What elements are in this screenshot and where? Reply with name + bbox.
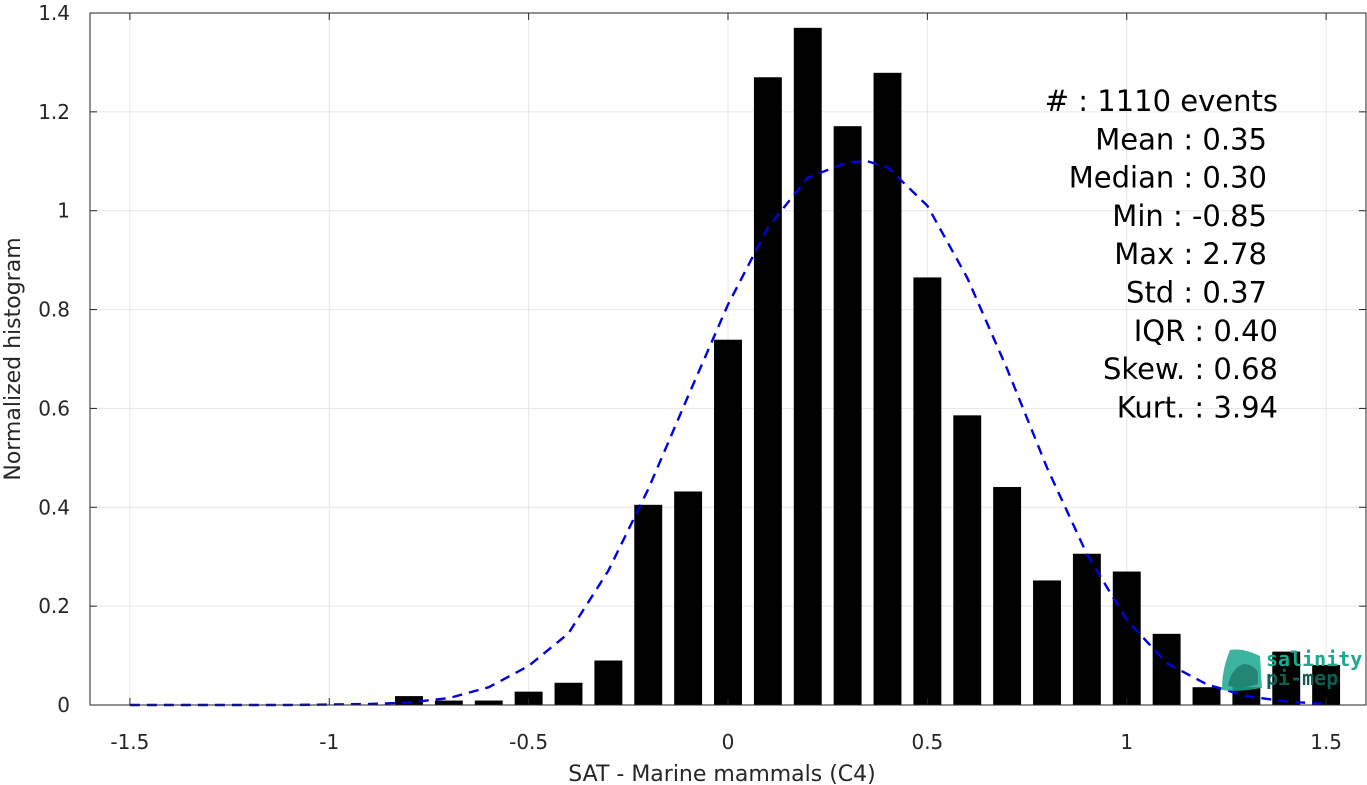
x-axis-label: SAT - Marine mammals (C4)	[568, 762, 876, 785]
y-tick-label-4: 0.8	[38, 298, 70, 322]
stats-line-5: Std : 0.37	[1126, 276, 1267, 310]
x-tick-label-0: -1.5	[110, 730, 149, 754]
x-tick-label-5: 1	[1120, 730, 1133, 754]
bars	[395, 27, 1341, 706]
histogram-bar-8	[714, 339, 742, 705]
histogram-bar-10	[793, 27, 822, 706]
y-tick-label-1: 0.2	[38, 594, 70, 618]
y-tick-label-5: 1	[57, 199, 70, 223]
histogram-bar-0	[395, 696, 423, 705]
stats-line-7: Skew. : 0.68	[1103, 352, 1278, 386]
stats-line-1: Mean : 0.35	[1095, 122, 1267, 156]
histogram-bar-1	[434, 700, 463, 705]
x-tick-label-3: 0	[722, 730, 735, 754]
y-tick-label-0: 0	[57, 693, 70, 717]
stats-line-2: Median : 0.30	[1069, 161, 1267, 195]
y-tick-label-2: 0.4	[38, 495, 70, 519]
logo-line-2: pi-mep	[1266, 666, 1338, 690]
histogram-bar-2	[474, 700, 503, 705]
stats-line-6: IQR : 0.40	[1134, 314, 1278, 348]
histogram-bar-12	[873, 72, 902, 705]
logo-line-1: salinity	[1266, 647, 1362, 671]
histogram-bar-19	[1152, 633, 1181, 705]
y-tick-label-7: 1.4	[38, 1, 70, 25]
x-tick-label-6: 1.5	[1310, 730, 1342, 754]
y-axis-label: Normalized histogram	[1, 237, 26, 480]
logo-wave-icon-inner	[1228, 664, 1258, 688]
stats-line-4: Max : 2.78	[1114, 237, 1267, 271]
statistics-panel: # : 1110 events Mean : 0.35 Median : 0.30 M…	[1045, 84, 1278, 424]
histogram-bar-14	[953, 415, 982, 705]
histogram-bar-6	[634, 504, 663, 705]
stats-line-3: Min : -0.85	[1112, 199, 1267, 233]
y-tick-label-6: 1.2	[38, 100, 70, 124]
x-tick-label-4: 0.5	[911, 730, 943, 754]
histogram-bar-5	[594, 660, 623, 705]
histogram-bar-15	[993, 487, 1022, 705]
salinity-pi-mep-logo: salinity pi-mep	[1222, 647, 1362, 691]
fit-curve	[129, 160, 1327, 707]
histogram-bar-13	[913, 277, 942, 705]
x-tick-label-2: -0.5	[509, 730, 548, 754]
histogram-bar-4	[554, 682, 583, 705]
histogram-bar-18	[1112, 571, 1141, 705]
stats-line-0: # : 1110 events	[1045, 84, 1278, 118]
histogram-bar-9	[753, 77, 782, 705]
y-tick-label-3: 0.6	[38, 396, 70, 420]
axis-ticks: -1.5 -1 -0.5 0 0.5 1 1.5 0 0.2 0.4 0.6 0.8 1 1.2 1.4	[38, 1, 1366, 754]
histogram-bar-11	[833, 126, 862, 706]
histogram-bar-17	[1072, 553, 1101, 705]
histogram-bar-20	[1192, 687, 1221, 705]
histogram-bar-7	[674, 491, 703, 705]
stats-line-8: Kurt. : 3.94	[1117, 390, 1278, 424]
histogram-bar-22	[1272, 651, 1301, 705]
x-tick-label-1: -1	[319, 730, 339, 754]
histogram-bar-16	[1033, 580, 1061, 705]
